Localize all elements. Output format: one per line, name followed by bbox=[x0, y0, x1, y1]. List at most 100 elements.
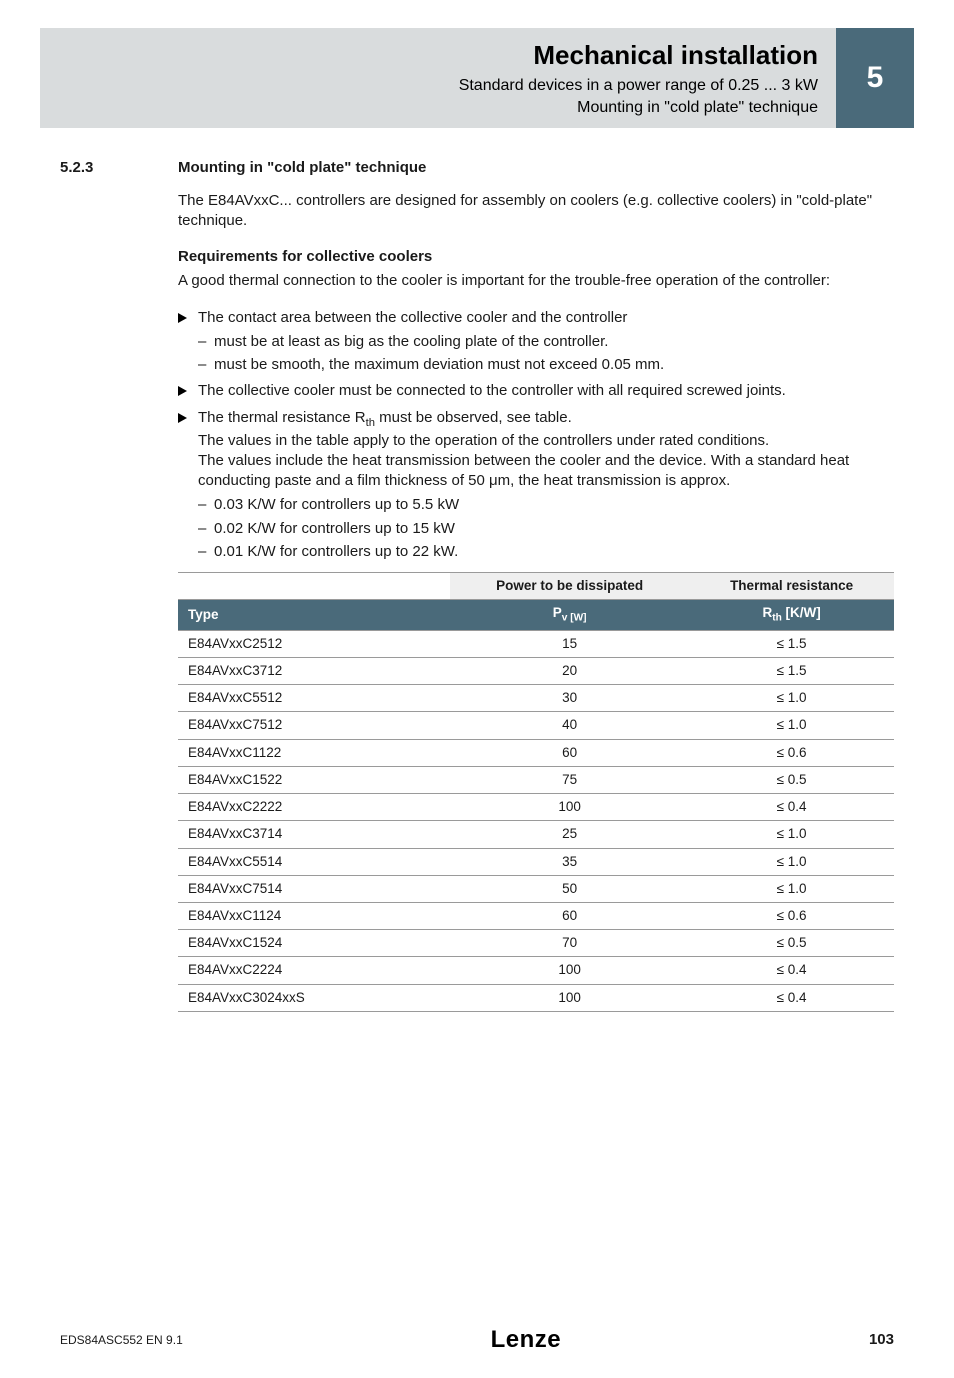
chapter-title: Mechanical installation bbox=[50, 38, 818, 73]
cell-pv: 60 bbox=[450, 902, 689, 929]
table-row: E84AVxxC371220≤ 1.5 bbox=[178, 658, 894, 685]
table-row: E84AVxxC551230≤ 1.0 bbox=[178, 685, 894, 712]
header-text-block: Mechanical installation Standard devices… bbox=[40, 28, 836, 128]
thead-power: Power to be dissipated bbox=[450, 573, 689, 600]
bullet-contact-area-sub: must be at least as big as the cooling p… bbox=[198, 332, 894, 376]
cell-type: E84AVxxC2224 bbox=[178, 957, 450, 984]
thermal-dash-list: 0.03 K/W for controllers up to 5.5 kW 0.… bbox=[198, 495, 894, 562]
cell-pv: 75 bbox=[450, 766, 689, 793]
table-row: E84AVxxC3024xxS100≤ 0.4 bbox=[178, 984, 894, 1011]
dash-smooth: must be smooth, the maximum deviation mu… bbox=[198, 355, 894, 375]
cell-pv: 100 bbox=[450, 794, 689, 821]
cell-rth: ≤ 0.5 bbox=[689, 930, 894, 957]
thermal-para2: The values include the heat transmission… bbox=[198, 452, 849, 489]
table-row: E84AVxxC551435≤ 1.0 bbox=[178, 848, 894, 875]
cell-pv: 35 bbox=[450, 848, 689, 875]
content-area: 5.2.3 Mounting in "cold plate" technique… bbox=[60, 158, 894, 1012]
cell-rth: ≤ 0.4 bbox=[689, 794, 894, 821]
cell-rth: ≤ 1.0 bbox=[689, 821, 894, 848]
requirements-intro: A good thermal connection to the cooler … bbox=[178, 271, 894, 291]
cell-rth: ≤ 1.5 bbox=[689, 630, 894, 657]
thermal-para1: The values in the table apply to the ope… bbox=[198, 432, 769, 449]
page-number: 103 bbox=[869, 1330, 894, 1350]
cell-type: E84AVxxC5512 bbox=[178, 685, 450, 712]
section-body: The E84AVxxC... controllers are designed… bbox=[178, 191, 894, 1012]
thermal-dash-1: 0.02 K/W for controllers up to 15 kW bbox=[198, 519, 894, 539]
page-header: Mechanical installation Standard devices… bbox=[40, 28, 914, 128]
thermal-sentence: The thermal resistance Rth must be obser… bbox=[198, 409, 572, 426]
mu-glyph: μ bbox=[489, 472, 498, 489]
cell-type: E84AVxxC5514 bbox=[178, 848, 450, 875]
cell-rth: ≤ 0.6 bbox=[689, 902, 894, 929]
thermal-dash-2: 0.01 K/W for controllers up to 22 kW. bbox=[198, 542, 894, 562]
thermal-pre: The thermal resistance R bbox=[198, 409, 366, 426]
bullet-thermal-resistance: The thermal resistance Rth must be obser… bbox=[178, 408, 894, 563]
thead-row1: Power to be dissipated Thermal resistanc… bbox=[178, 573, 894, 600]
thermal-para2-post: m, the heat transmission is approx. bbox=[498, 472, 731, 489]
cell-rth: ≤ 1.0 bbox=[689, 875, 894, 902]
cell-pv: 25 bbox=[450, 821, 689, 848]
bullet-contact-area-text: The contact area between the collective … bbox=[198, 309, 627, 326]
cell-type: E84AVxxC2222 bbox=[178, 794, 450, 821]
table-row: E84AVxxC2224100≤ 0.4 bbox=[178, 957, 894, 984]
dash-cooling-plate: must be at least as big as the cooling p… bbox=[198, 332, 894, 352]
cell-rth: ≤ 1.0 bbox=[689, 848, 894, 875]
chapter-number-box: 5 bbox=[836, 28, 914, 128]
cell-pv: 60 bbox=[450, 739, 689, 766]
thead-rth-pre: R bbox=[762, 605, 772, 620]
thermal-table-body: E84AVxxC251215≤ 1.5E84AVxxC371220≤ 1.5E8… bbox=[178, 630, 894, 1011]
thead-row2: Type Pv [W] Rth [K/W] bbox=[178, 600, 894, 630]
cell-pv: 30 bbox=[450, 685, 689, 712]
table-row: E84AVxxC152470≤ 0.5 bbox=[178, 930, 894, 957]
page-footer: EDS84ASC552 EN 9.1 Lenze 103 bbox=[0, 1324, 954, 1356]
cell-type: E84AVxxC1524 bbox=[178, 930, 450, 957]
cell-pv: 100 bbox=[450, 984, 689, 1011]
thermal-dash-0: 0.03 K/W for controllers up to 5.5 kW bbox=[198, 495, 894, 515]
cell-type: E84AVxxC2512 bbox=[178, 630, 450, 657]
cell-pv: 50 bbox=[450, 875, 689, 902]
cell-type: E84AVxxC3714 bbox=[178, 821, 450, 848]
section-title: Mounting in "cold plate" technique bbox=[178, 158, 426, 178]
cell-pv: 70 bbox=[450, 930, 689, 957]
table-row: E84AVxxC2222100≤ 0.4 bbox=[178, 794, 894, 821]
cell-type: E84AVxxC3024xxS bbox=[178, 984, 450, 1011]
chapter-number: 5 bbox=[867, 58, 884, 99]
thermal-post: must be observed, see table. bbox=[375, 409, 572, 426]
cell-pv: 20 bbox=[450, 658, 689, 685]
thead-pv-pre: P bbox=[553, 605, 562, 620]
cell-type: E84AVxxC7512 bbox=[178, 712, 450, 739]
bullet-contact-area: The contact area between the collective … bbox=[178, 308, 894, 376]
thermal-table: Power to be dissipated Thermal resistanc… bbox=[178, 572, 894, 1012]
thead-rth: Rth [K/W] bbox=[689, 600, 894, 630]
cell-rth: ≤ 1.0 bbox=[689, 712, 894, 739]
thead-pv-sub: v [W] bbox=[562, 613, 587, 624]
requirements-heading: Requirements for collective coolers bbox=[178, 247, 894, 267]
cell-rth: ≤ 0.6 bbox=[689, 739, 894, 766]
cell-type: E84AVxxC1522 bbox=[178, 766, 450, 793]
cell-rth: ≤ 1.0 bbox=[689, 685, 894, 712]
cell-pv: 40 bbox=[450, 712, 689, 739]
thead-thermal: Thermal resistance bbox=[689, 573, 894, 600]
chapter-sub1: Standard devices in a power range of 0.2… bbox=[50, 75, 818, 97]
thead-type: Type bbox=[178, 600, 450, 630]
section-intro: The E84AVxxC... controllers are designed… bbox=[178, 191, 894, 232]
brand-logo: Lenze bbox=[491, 1324, 562, 1356]
cell-pv: 15 bbox=[450, 630, 689, 657]
requirements-list: The contact area between the collective … bbox=[178, 308, 894, 563]
table-row: E84AVxxC751240≤ 1.0 bbox=[178, 712, 894, 739]
thermal-sub-th: th bbox=[366, 417, 375, 429]
bullet-screwed-joints-text: The collective cooler must be connected … bbox=[198, 382, 786, 399]
cell-rth: ≤ 0.5 bbox=[689, 766, 894, 793]
thead-pv: Pv [W] bbox=[450, 600, 689, 630]
thermal-table-head: Power to be dissipated Thermal resistanc… bbox=[178, 573, 894, 631]
thead-rth-sub: th bbox=[772, 613, 782, 624]
section-number: 5.2.3 bbox=[60, 158, 150, 178]
table-row: E84AVxxC112460≤ 0.6 bbox=[178, 902, 894, 929]
table-row: E84AVxxC251215≤ 1.5 bbox=[178, 630, 894, 657]
section-heading-row: 5.2.3 Mounting in "cold plate" technique bbox=[60, 158, 894, 178]
cell-type: E84AVxxC1122 bbox=[178, 739, 450, 766]
footer-docid: EDS84ASC552 EN 9.1 bbox=[60, 1332, 183, 1348]
logo-first-letter: L bbox=[491, 1326, 506, 1353]
thead-empty bbox=[178, 573, 450, 600]
cell-rth: ≤ 1.5 bbox=[689, 658, 894, 685]
